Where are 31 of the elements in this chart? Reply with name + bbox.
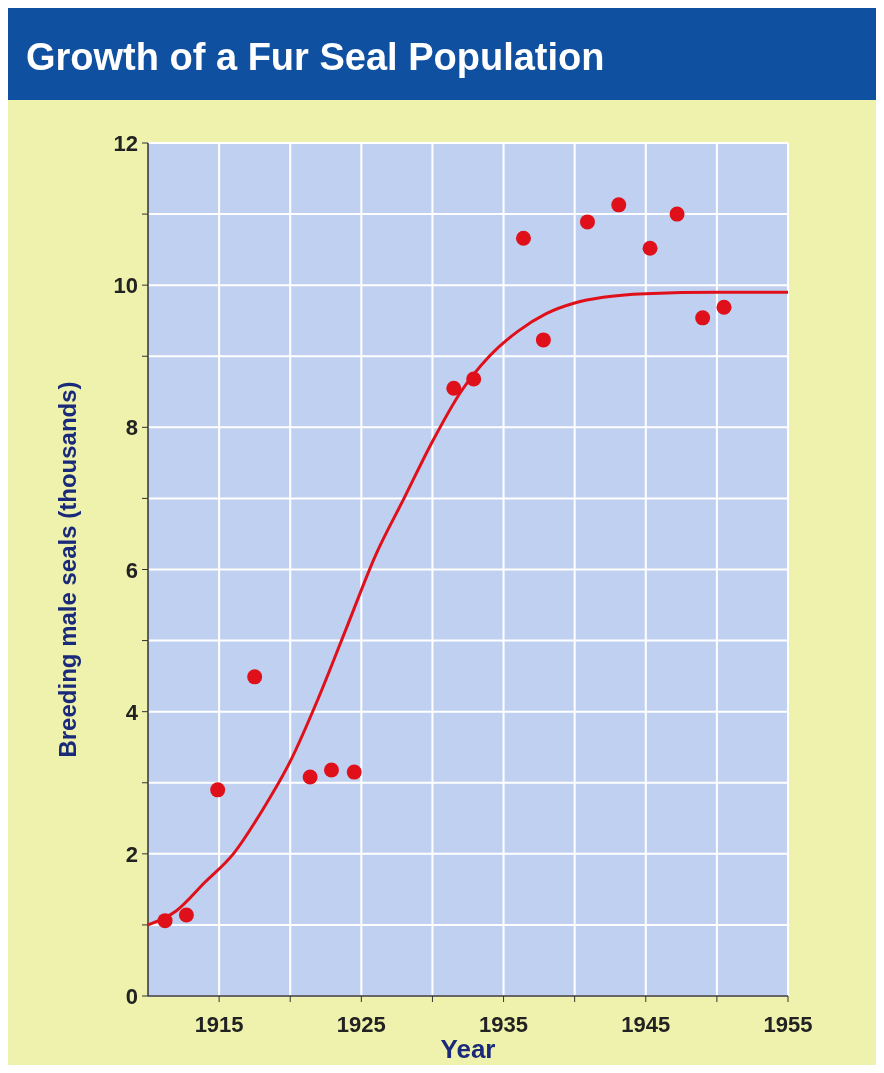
y-tick-label: 2	[125, 841, 138, 867]
point	[611, 197, 627, 213]
y-tick-label: 6	[125, 557, 138, 583]
point	[323, 762, 339, 778]
point	[515, 230, 531, 246]
point	[302, 769, 318, 785]
x-axis-title: Year	[440, 1034, 496, 1064]
x-tick-label: 1925	[336, 1012, 386, 1037]
point	[210, 782, 226, 798]
point	[178, 907, 194, 923]
point	[695, 310, 711, 326]
x-tick-label: 1945	[621, 1012, 671, 1037]
y-tick-label: 12	[113, 131, 138, 156]
y-tick-label: 0	[125, 984, 138, 1009]
point	[535, 332, 551, 348]
point	[346, 764, 362, 780]
line-series	[146, 290, 790, 927]
point	[247, 669, 263, 685]
y-tick-label: 4	[125, 699, 139, 725]
point	[446, 380, 462, 396]
x-tick-label: 1955	[763, 1012, 813, 1037]
y-axis-title: Breeding male seals (thousands)	[54, 381, 81, 758]
y-tick-label: 8	[125, 415, 138, 441]
point	[716, 299, 732, 315]
y-tick-label: 10	[113, 273, 138, 299]
x-tick-label: 1915	[194, 1012, 244, 1037]
chart-title: Growth of a Fur Seal Population	[26, 36, 605, 78]
point	[579, 214, 595, 230]
point	[642, 240, 658, 256]
point	[669, 206, 685, 222]
x-tick-label: 1935	[479, 1012, 529, 1037]
